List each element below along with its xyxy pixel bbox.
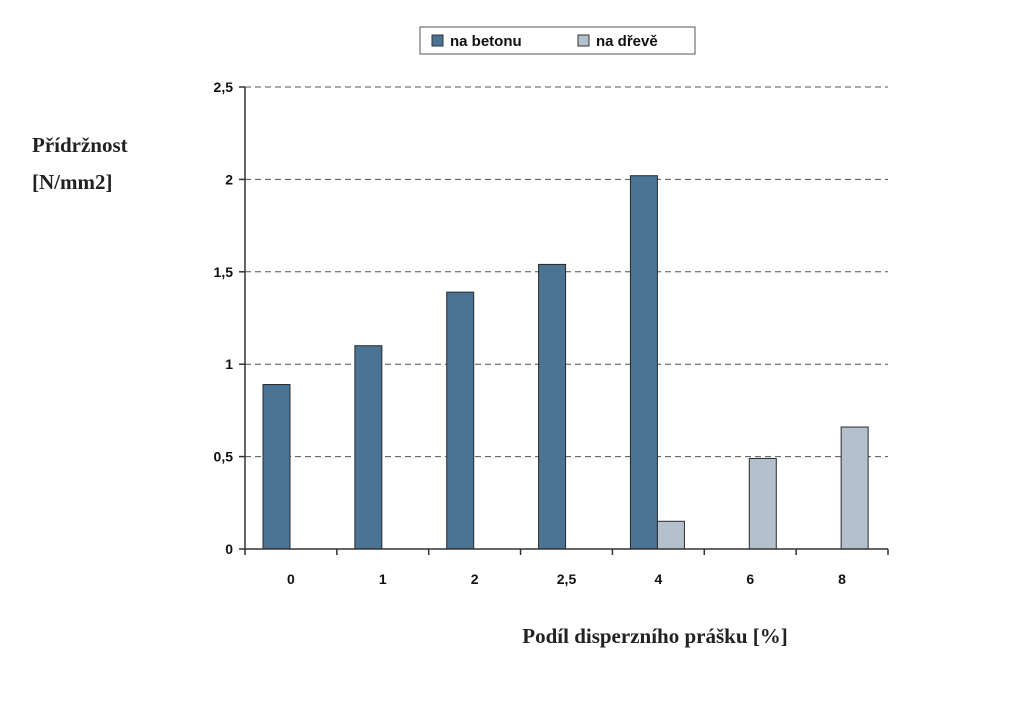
bar-na-dreve-5 — [748, 457, 777, 550]
y-axis-title-line-1: Přídržnost — [32, 133, 128, 157]
y-tick-label: 0 — [225, 541, 233, 557]
x-ticks: 0 1 2 2,5 4 6 8 — [244, 549, 889, 587]
bars — [262, 175, 869, 550]
legend-swatch-na-dreve — [577, 34, 590, 47]
x-tick-label: 0 — [287, 571, 295, 587]
legend-swatch-na-betonu — [431, 34, 444, 47]
x-tick-label: 6 — [746, 571, 754, 587]
x-tick-label: 4 — [654, 571, 662, 587]
x-tick-label: 1 — [379, 571, 387, 587]
y-tick-label: 0,5 — [214, 449, 234, 465]
legend-label-na-betonu: na betonu — [450, 33, 522, 50]
x-tick-label: 8 — [838, 571, 846, 587]
bar-na-betonu-1 — [354, 345, 383, 550]
y-axis-title-line-2: [N/mm2] — [32, 170, 112, 194]
bar-na-betonu-2 — [446, 291, 475, 550]
x-axis-title: Podíl disperzního prášku [%] — [522, 624, 787, 648]
axes — [244, 87, 888, 550]
legend-label-na-dreve: na dřevě — [596, 33, 658, 50]
y-tick-label: 1,5 — [214, 264, 234, 280]
y-tick-label: 1 — [225, 356, 233, 372]
y-tick-label: 2,5 — [214, 79, 234, 95]
y-ticks: 0 0,5 1 1,5 2 2,5 — [214, 79, 245, 557]
bar-na-betonu-3 — [538, 263, 567, 550]
y-tick-label: 2 — [225, 171, 233, 187]
bar-na-betonu-4 — [629, 175, 658, 550]
bar-na-dreve-6 — [840, 426, 869, 550]
x-tick-label: 2 — [471, 571, 479, 587]
legend-box — [419, 26, 696, 55]
legend: na betonu na dřevě — [419, 26, 696, 55]
x-tick-label: 2,5 — [557, 571, 577, 587]
gridlines — [245, 86, 888, 458]
bar-na-dreve-4 — [656, 520, 685, 550]
bar-na-betonu-0 — [262, 384, 291, 550]
